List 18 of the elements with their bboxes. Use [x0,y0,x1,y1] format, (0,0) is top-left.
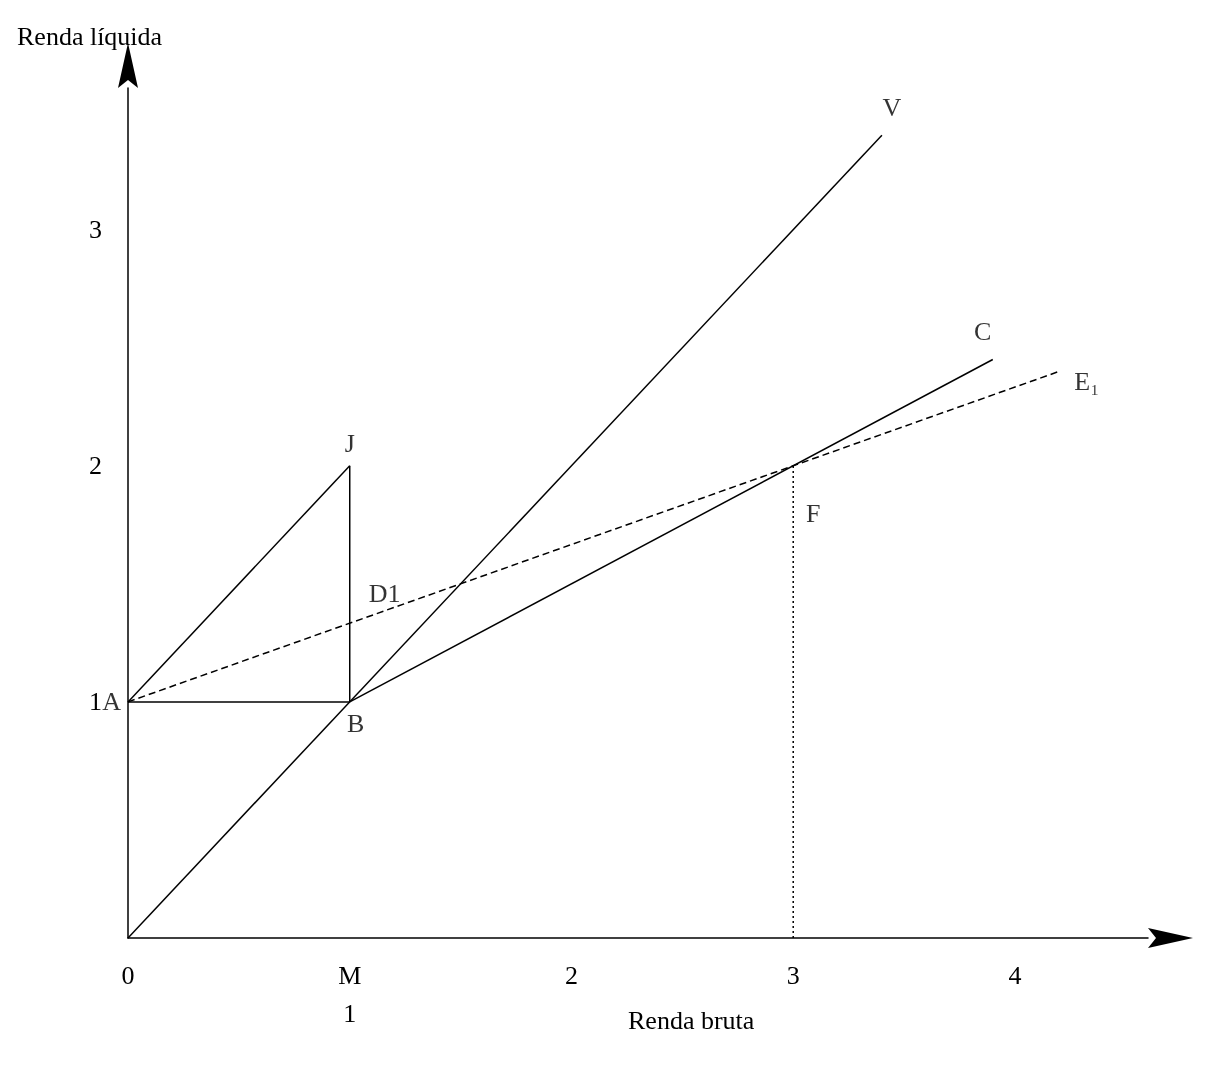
x-tick-label: 4 [1008,960,1022,990]
x-tick-label: M 1 [338,960,362,1028]
x-tick-label: 3 [786,960,800,990]
annotation: E₁ [1074,366,1100,396]
annotation: A [102,687,122,717]
x-tick-label: 2 [564,960,578,990]
y-tick-label: 1 [89,687,102,717]
annotation: B [347,709,365,739]
annotation: C [974,317,992,347]
annotation: D1 [368,579,401,609]
y-axis-title: Renda líquida [17,21,163,51]
x-axis-title: Renda bruta [628,1005,755,1035]
annotation: V [882,92,902,122]
x-tick-label: 0 [121,960,135,990]
y-tick-label: 3 [89,215,102,245]
y-tick-label: 2 [89,451,102,481]
annotation: J [344,429,355,459]
annotation: F [805,499,821,529]
